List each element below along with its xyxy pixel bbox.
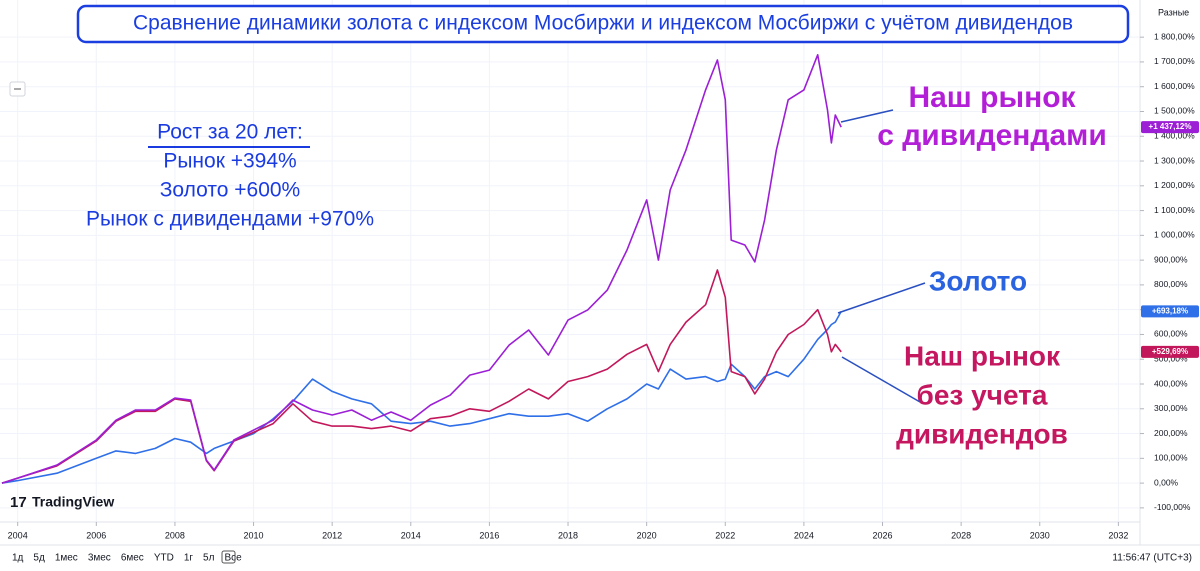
brand: TradingView xyxy=(32,494,114,510)
y-tick-label: 1 000,00% xyxy=(1154,230,1195,240)
range-button[interactable]: 6мес xyxy=(121,553,144,564)
x-tick-label: 2016 xyxy=(479,530,499,540)
last-value-label: +1 437,12% xyxy=(1149,122,1192,131)
annotation: Наш рынок xyxy=(904,340,1061,371)
logo: 17 TradingView xyxy=(10,494,114,511)
y-tick-label: 1 300,00% xyxy=(1154,155,1195,165)
y-tick-label: 0,00% xyxy=(1154,477,1179,487)
y-tick-label: 200,00% xyxy=(1154,428,1188,438)
x-tick-label: 2022 xyxy=(715,530,735,540)
summary: Рост за 20 лет: Рынок +394% Золото +600%… xyxy=(86,121,374,231)
last-value-badge xyxy=(1141,121,1199,134)
y-tick-label: 800,00% xyxy=(1154,279,1188,289)
arrow xyxy=(841,356,921,403)
y-tick-label: 1 800,00% xyxy=(1154,31,1195,41)
y-tick-label: 900,00% xyxy=(1154,254,1188,264)
y-tick-label: 100,00% xyxy=(1154,453,1188,463)
y-tick-label: 1 200,00% xyxy=(1154,180,1195,190)
annotation: без учета xyxy=(917,379,1048,410)
x-tick-label: 2008 xyxy=(165,530,185,540)
x-tick-label: 2010 xyxy=(244,530,264,540)
arrow xyxy=(837,282,926,314)
series-line xyxy=(1,54,842,484)
arrow xyxy=(840,109,894,123)
last-value-label: +693,18% xyxy=(1152,306,1188,315)
x-tick-label: 2014 xyxy=(401,530,421,540)
x-tick-label: 2032 xyxy=(1108,530,1128,540)
y-tick-label: 300,00% xyxy=(1154,403,1188,413)
annotation: Золото xyxy=(929,265,1027,296)
series-group xyxy=(1,54,842,484)
y-tick-label: 1 600,00% xyxy=(1154,81,1195,91)
y-tick-label: 1 100,00% xyxy=(1154,205,1195,215)
y-tick-label: 1 400,00% xyxy=(1154,131,1195,141)
x-tick-label: 2026 xyxy=(873,530,893,540)
summary-line: Золото +600% xyxy=(160,179,300,202)
title-box xyxy=(76,4,1130,44)
y-tick-label: 600,00% xyxy=(1154,329,1188,339)
x-tick-label: 2020 xyxy=(637,530,657,540)
x-tick-label: 2024 xyxy=(794,530,814,540)
x-tick-label: 2004 xyxy=(8,530,28,540)
y-tick-label: 1 700,00% xyxy=(1154,56,1195,66)
summary-line: Рынок с дивидендами +970% xyxy=(86,208,374,231)
range-button[interactable]: 1г xyxy=(184,553,194,564)
summary-line: Рост за 20 лет: xyxy=(157,121,303,144)
calendar-icon[interactable] xyxy=(221,550,236,564)
range-button[interactable]: 3мес xyxy=(88,553,111,564)
range-button[interactable]: 5л xyxy=(203,553,215,564)
x-tick-label: 2018 xyxy=(558,530,578,540)
x-tick-label: 2006 xyxy=(86,530,106,540)
annotation: дивидендов xyxy=(896,418,1068,449)
chart-title: Сравнение динамики золота с индексом Мос… xyxy=(133,12,1073,35)
range-button[interactable]: 5д xyxy=(33,553,45,564)
annotation: с дивидендами xyxy=(877,119,1107,152)
range-button[interactable]: YTD xyxy=(154,553,174,564)
scale-mode[interactable]: Разные xyxy=(1158,7,1189,17)
range-button[interactable]: 1мес xyxy=(55,553,78,564)
logo-mark: 17 xyxy=(10,494,27,511)
y-tick-label: -100,00% xyxy=(1154,502,1191,512)
last-value-badge xyxy=(1141,345,1199,358)
y-tick-label: 500,00% xyxy=(1154,353,1188,363)
y-tick-label: 400,00% xyxy=(1154,378,1188,388)
annotations: Наш рынок с дивидендами Золото Наш рынок… xyxy=(877,81,1107,449)
y-tick-label: 1 500,00% xyxy=(1154,106,1195,116)
clock: 11:56:47 (UTC+3) xyxy=(1112,553,1192,564)
grid xyxy=(0,0,1140,522)
summary-line: Рынок +394% xyxy=(163,150,296,173)
annotation: Наш рынок xyxy=(908,81,1076,114)
range-button[interactable]: 1д xyxy=(12,553,24,564)
series-line xyxy=(1,311,842,484)
last-value-badge xyxy=(1141,305,1199,318)
x-tick-label: 2030 xyxy=(1030,530,1050,540)
x-tick-label: 2028 xyxy=(951,530,971,540)
x-tick-label: 2012 xyxy=(322,530,342,540)
last-value-label: +529,69% xyxy=(1152,347,1188,356)
toolbar: 1д 5д 1мес 3мес 6мес YTD 1г 5л Все xyxy=(12,553,242,564)
range-button[interactable]: Все xyxy=(224,553,242,564)
